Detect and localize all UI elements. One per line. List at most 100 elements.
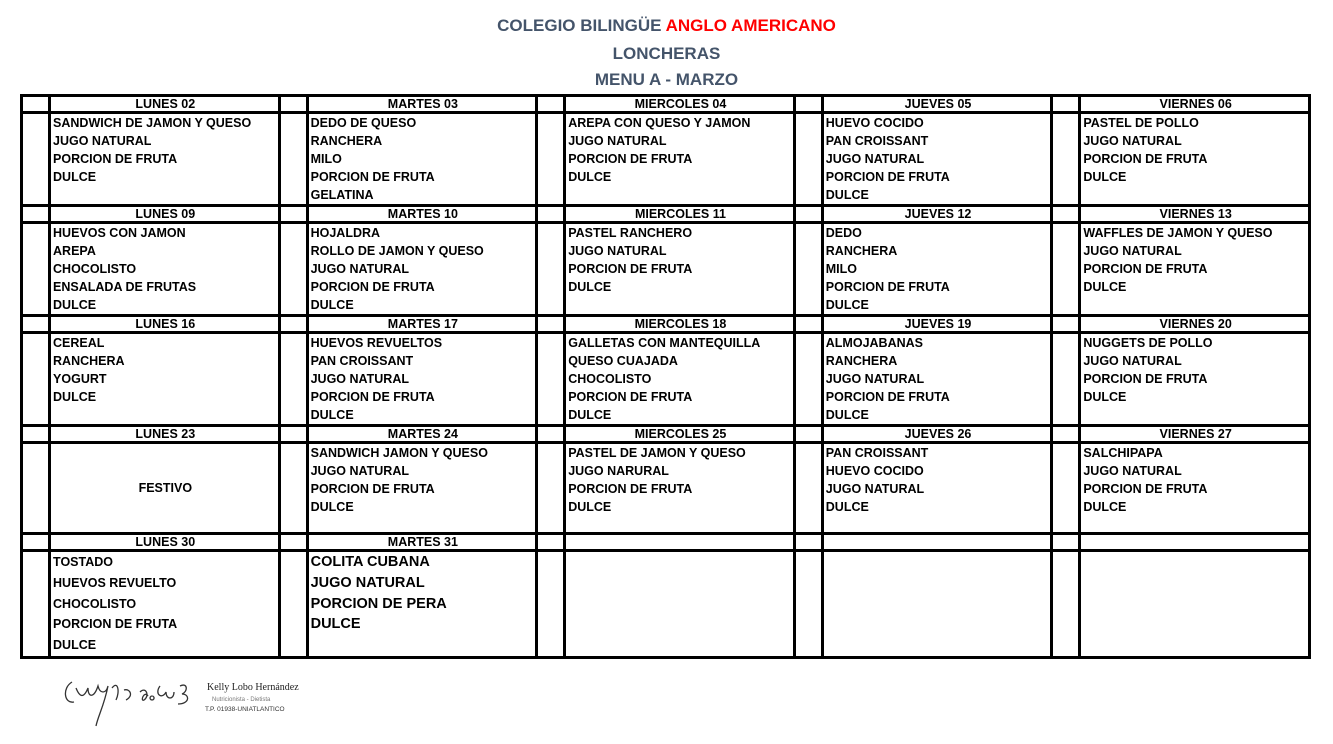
day-header: MARTES 17 (305, 314, 539, 334)
menu-item: PORCION DE FRUTA (310, 482, 435, 496)
menu-item: DULCE (825, 500, 869, 514)
spacer-cell (19, 532, 52, 552)
menu-item: HUEVOS REVUELTO (53, 575, 177, 590)
day-menu: COLITA CUBANA JUGO NATURAL PORCION DE PERA… (305, 549, 539, 659)
school-title: COLEGIO BILINGÜE ANGLO AMERICANO (0, 16, 1333, 36)
spacer-cell (792, 221, 824, 317)
menu-item: PASTEL DE JAMON Y QUESO (568, 446, 746, 460)
menu-item: GALLETAS CON MANTEQUILLA (568, 336, 761, 350)
menu-title: MENU A - MARZO (594, 70, 739, 89)
menu-item: RANCHERA (310, 134, 383, 148)
day-menu: CEREAL RANCHERA YOGURT DULCE (48, 331, 281, 427)
day-header-row: LUNES 16 MARTES 17 MIERCOLES 18 JUEVES 19 VI… (19, 314, 1311, 334)
menu-item: CHOCOLISTO (568, 372, 652, 386)
day-header-row: LUNES 02 MARTES 03 MIERCOLES 04 JUEVES 05 VI… (19, 94, 1311, 114)
spacer-cell (535, 204, 567, 224)
menu-item: JUGO NATURAL (825, 482, 925, 496)
day-menu (563, 549, 796, 659)
menu-item: DULCE (568, 500, 612, 514)
menu-item: PORCION DE FRUTA (568, 390, 693, 404)
spacer-cell (792, 424, 824, 444)
day-menu: SALCHIPAPA JUGO NATURAL PORCION DE FRUTA DU… (1078, 441, 1311, 535)
spacer-cell (277, 424, 309, 444)
spacer-cell (1050, 314, 1082, 334)
menu-item: DULCE (310, 500, 354, 514)
spacer-cell (19, 204, 52, 224)
spacer-cell (1050, 111, 1082, 207)
day-menu: HOJALDRA ROLLO DE JAMON Y QUESO JUGO NATUR… (305, 221, 539, 317)
menu-item: DULCE (568, 280, 612, 294)
menu-item: SALCHIPAPA (1083, 446, 1163, 460)
signature-license: T.P. 01938-UNIATLANTICO (205, 706, 285, 713)
spacer-cell (792, 549, 824, 659)
day-header: VIERNES 13 (1078, 204, 1311, 224)
day-menu: TOSTADO HUEVOS REVUELTO CHOCOLISTO PORCION … (48, 549, 281, 659)
menu-item: JUGO NATURAL (1083, 244, 1182, 258)
day-header: MIERCOLES 25 (563, 424, 796, 444)
day-menu: SANDWICH DE JAMON Y QUESO JUGO NATURAL POR… (48, 111, 281, 207)
day-menu: PASTEL DE POLLO JUGO NATURAL PORCION DE FR… (1078, 111, 1311, 207)
day-header: VIERNES 20 (1078, 314, 1311, 334)
menu-item: JUGO NATURAL (310, 372, 409, 386)
menu-item: PORCION DE FRUTA (568, 262, 693, 276)
spacer-cell (1050, 204, 1082, 224)
day-menu: SANDWICH JAMON Y QUESO JUGO NATURAL PORCIO… (305, 441, 539, 535)
menu-item: NUGGETS DE POLLO (1083, 336, 1213, 350)
spacer-cell (277, 94, 309, 114)
menu-item: MILO (825, 262, 858, 276)
menu-item: JUGO NARURAL (568, 464, 669, 478)
spacer-cell (277, 331, 309, 427)
day-header: JUEVES 26 (820, 424, 1054, 444)
spacer-cell (535, 441, 567, 535)
menu-item: COLITA CUBANA (310, 554, 430, 570)
menu-item: PAN CROISSANT (825, 446, 929, 460)
day-menu (820, 549, 1054, 659)
menu-item: CHOCOLISTO (53, 262, 137, 276)
spacer-cell (535, 424, 567, 444)
menu-item: DEDO (825, 226, 862, 240)
menu-item: PORCION DE FRUTA (825, 280, 950, 294)
day-header: LUNES 16 (48, 314, 281, 334)
spacer-cell (535, 221, 567, 317)
menu-item: DULCE (53, 298, 97, 312)
spacer-cell (792, 441, 824, 535)
menu-item: JUGO NATURAL (310, 574, 425, 591)
menu-item: DULCE (825, 188, 869, 202)
menu-item: PORCION DE FRUTA (825, 390, 950, 404)
menu-item: JUGO NATURAL (310, 262, 409, 276)
day-header: MARTES 03 (305, 94, 539, 114)
spacer-cell (277, 221, 309, 317)
spacer-cell (792, 532, 824, 552)
day-menu (1078, 549, 1311, 659)
day-header: JUEVES 05 (820, 94, 1054, 114)
menu-item: HUEVOS REVUELTOS (310, 336, 443, 350)
spacer-cell (277, 314, 309, 334)
day-header: MARTES 24 (305, 424, 539, 444)
menu-item: PORCION DE FRUTA (1083, 262, 1208, 276)
menu-item: MILO (310, 152, 342, 166)
menu-item: CHOCOLISTO (53, 596, 137, 611)
school-name-highlight: ANGLO AMERICANO (665, 16, 836, 35)
menu-item: DULCE (53, 638, 97, 653)
menu-item: PAN CROISSANT (825, 134, 929, 148)
day-header: MIERCOLES 04 (563, 94, 796, 114)
school-name: COLEGIO BILINGÜE (497, 16, 662, 35)
spacer-cell (277, 441, 309, 535)
signature-stamp: Kelly Lobo Hernández Nutricionista - Die… (64, 681, 299, 727)
menu-item: JUGO NATURAL (53, 134, 152, 148)
menu-item: WAFFLES DE JAMON Y QUESO (1083, 226, 1273, 240)
spacer-cell (535, 532, 567, 552)
menu-item: DULCE (1083, 500, 1127, 514)
menu-row: CEREAL RANCHERA YOGURT DULCE HUEVOS REVUELTO… (19, 331, 1311, 427)
day-header: MIERCOLES 11 (563, 204, 796, 224)
spacer-cell (19, 424, 52, 444)
signature-role: Nutricionista - Dietista (212, 697, 271, 703)
spacer-cell (277, 111, 309, 207)
spacer-cell (535, 549, 567, 659)
day-header-row: LUNES 09 MARTES 10 MIERCOLES 11 JUEVES 12 VI… (19, 204, 1311, 224)
menu-item: JUGO NATURAL (568, 134, 667, 148)
menu-item: CEREAL (53, 336, 105, 350)
subtitle: LONCHERAS (612, 44, 721, 63)
menu-item: DULCE (310, 298, 354, 312)
spacer-cell (1050, 549, 1082, 659)
